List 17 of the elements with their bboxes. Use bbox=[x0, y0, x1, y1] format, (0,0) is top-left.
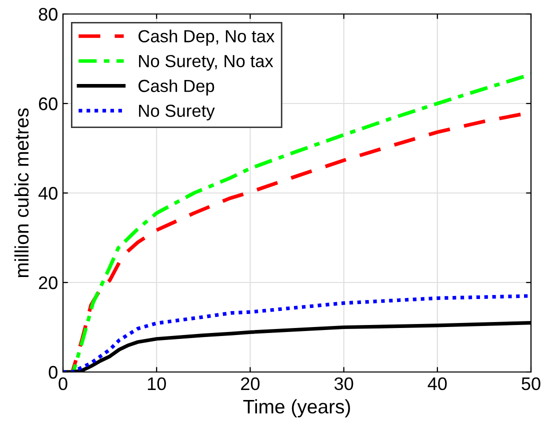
x-tick-label: 0 bbox=[58, 377, 68, 390]
x-tick-label: 20 bbox=[241, 377, 260, 390]
y-tick-label: 0 bbox=[48, 366, 58, 379]
y-tick-label: 80 bbox=[38, 8, 58, 21]
y-axis-title: million cubic metres bbox=[14, 108, 29, 278]
x-axis-title: Time (years) bbox=[243, 399, 350, 418]
y-tick-label: 40 bbox=[38, 186, 58, 200]
x-tick-label: 30 bbox=[334, 377, 354, 390]
x-tick-label: 50 bbox=[522, 377, 540, 390]
y-tick-label: 60 bbox=[38, 97, 58, 110]
legend-label: Cash Dep, No tax bbox=[138, 30, 274, 46]
x-tick-label: 40 bbox=[428, 377, 447, 390]
legend-label: No Surety bbox=[139, 104, 215, 120]
x-tick-label: 10 bbox=[148, 377, 166, 390]
legend-label: No Surety, No tax bbox=[139, 54, 274, 71]
legend-label: Cash Dep bbox=[138, 79, 214, 96]
y-tick-label: 20 bbox=[38, 276, 58, 290]
